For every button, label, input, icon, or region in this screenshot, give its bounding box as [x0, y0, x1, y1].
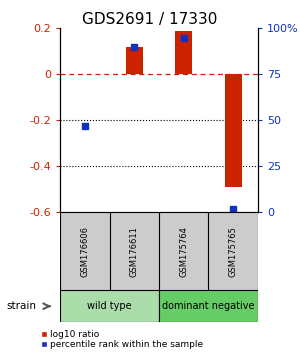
Bar [208, 212, 258, 290]
Bar [159, 290, 258, 322]
Text: GSM175765: GSM175765 [229, 226, 238, 277]
Bar [175, 31, 192, 74]
Bar [225, 74, 242, 187]
Bar [159, 212, 208, 290]
Text: GDS2691 / 17330: GDS2691 / 17330 [82, 12, 218, 27]
Bar [110, 212, 159, 290]
Text: GSM176606: GSM176606 [80, 226, 89, 277]
Text: strain: strain [6, 301, 36, 311]
Bar [60, 290, 159, 322]
Text: wild type: wild type [87, 301, 132, 311]
Legend: log10 ratio, percentile rank within the sample: log10 ratio, percentile rank within the … [40, 330, 204, 349]
Bar [60, 212, 110, 290]
Text: dominant negative: dominant negative [162, 301, 255, 311]
Text: GSM176611: GSM176611 [130, 226, 139, 277]
Text: GSM175764: GSM175764 [179, 226, 188, 277]
Bar [126, 47, 143, 74]
